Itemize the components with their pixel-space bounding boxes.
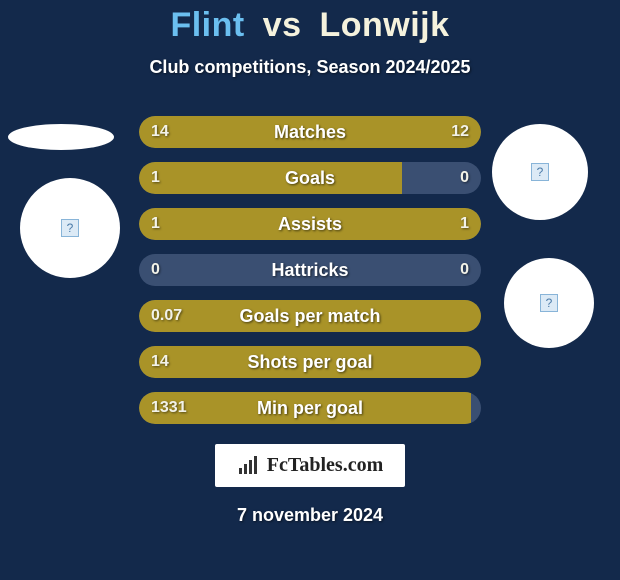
stat-value-right: 1 bbox=[460, 208, 469, 240]
stat-label: Matches bbox=[139, 116, 481, 148]
stat-value-left: 14 bbox=[151, 116, 169, 148]
stat-row: Matches14 12 bbox=[139, 116, 481, 148]
stat-label: Min per goal bbox=[139, 392, 481, 424]
stat-value-left: 0 bbox=[151, 254, 160, 286]
stat-value-left: 0.07 bbox=[151, 300, 182, 332]
stat-value-right: 0 bbox=[460, 162, 469, 194]
brand-chart-icon bbox=[237, 456, 261, 476]
title-vs: vs bbox=[263, 6, 302, 44]
date-text: 7 november 2024 bbox=[237, 505, 383, 526]
stat-value-left: 1 bbox=[151, 162, 160, 194]
stat-row: Min per goal1331 bbox=[139, 392, 481, 424]
stat-value-left: 14 bbox=[151, 346, 169, 378]
stat-label: Assists bbox=[139, 208, 481, 240]
stat-label: Hattricks bbox=[139, 254, 481, 286]
brand-box: FcTables.com bbox=[215, 444, 405, 487]
stat-bars: Matches1412Goals10Assists11Hattricks00Go… bbox=[139, 116, 481, 424]
title-player2: Lonwijk bbox=[319, 6, 449, 44]
content-wrapper: Flint vs Lonwijk Club competitions, Seas… bbox=[0, 0, 620, 580]
stat-value-right: 0 bbox=[460, 254, 469, 286]
title-player1: Flint bbox=[170, 6, 244, 44]
subtitle: Club competitions, Season 2024/2025 bbox=[149, 57, 470, 78]
stat-row: Hattricks0 0 bbox=[139, 254, 481, 286]
stat-value-left: 1 bbox=[151, 208, 160, 240]
brand-text: FcTables.com bbox=[267, 454, 383, 477]
stat-row: Goals per match0.07 bbox=[139, 300, 481, 332]
stat-row: Shots per goal14 bbox=[139, 346, 481, 378]
stat-row: Goals1 0 bbox=[139, 162, 481, 194]
stat-value-right: 12 bbox=[451, 116, 469, 148]
stat-value-left: 1331 bbox=[151, 392, 187, 424]
stat-label: Shots per goal bbox=[139, 346, 481, 378]
stat-label: Goals per match bbox=[139, 300, 481, 332]
stat-row: Assists1 1 bbox=[139, 208, 481, 240]
stat-label: Goals bbox=[139, 162, 481, 194]
page-title: Flint vs Lonwijk bbox=[170, 6, 449, 45]
